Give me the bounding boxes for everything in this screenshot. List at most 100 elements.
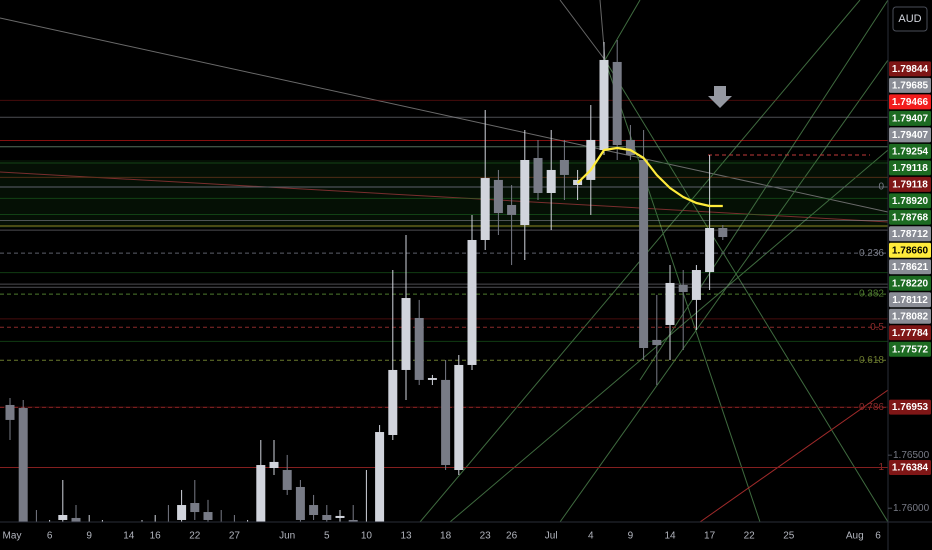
trend-line — [699, 389, 888, 522]
price-tag — [889, 94, 931, 110]
candle-body — [665, 282, 675, 325]
fan-line — [604, 59, 888, 522]
fan-line — [559, 0, 606, 61]
price-tag — [889, 176, 931, 192]
price-tag-label: 1.79844 — [892, 64, 929, 75]
x-tick-label: 5 — [324, 531, 330, 542]
signal-arrow — [708, 86, 732, 108]
x-tick-label: 18 — [440, 531, 452, 542]
candle-body — [269, 461, 279, 468]
candle-body — [190, 503, 200, 513]
fib-label: 0.236 — [859, 248, 884, 259]
x-tick-label: 13 — [400, 531, 412, 542]
candle-body — [639, 159, 649, 348]
price-tag-label: 1.79254 — [892, 146, 929, 157]
price-tag — [889, 110, 931, 126]
candle-body — [678, 284, 688, 292]
fan-line — [639, 0, 888, 381]
fib-label: 0.618 — [859, 355, 884, 366]
price-tag-label: 1.78660 — [892, 245, 929, 256]
candles — [5, 39, 728, 522]
x-tick-label: 26 — [506, 531, 518, 542]
price-tag — [889, 259, 931, 275]
fan-line — [604, 0, 641, 61]
price-tag-label: 1.78920 — [892, 196, 929, 207]
x-tick-label: 6 — [47, 531, 53, 542]
price-tag-label: 1.79466 — [892, 97, 929, 108]
candle-body — [546, 169, 556, 193]
price-tag-label: 1.79685 — [892, 81, 929, 92]
x-tick-label: 14 — [664, 531, 676, 542]
candle-body — [441, 379, 451, 466]
currency-button[interactable] — [892, 6, 928, 32]
x-tick-label: 9 — [86, 531, 92, 542]
fib-label: 0 — [878, 182, 884, 193]
price-tag — [889, 459, 931, 475]
candle-body — [335, 515, 345, 518]
x-tick-label: 16 — [150, 531, 162, 542]
price-tag — [889, 275, 931, 291]
x-tick-label: 23 — [480, 531, 492, 542]
y-tick-label: 1.76500 — [893, 450, 930, 461]
price-tag — [889, 77, 931, 93]
candle-body — [718, 228, 728, 238]
price-tag-label: 1.79407 — [892, 130, 929, 141]
candle-body — [203, 512, 213, 520]
price-tag-label: 1.79407 — [892, 114, 929, 125]
price-tag-label: 1.77572 — [892, 344, 929, 355]
x-tick-label: Jul — [545, 531, 558, 542]
candle-body — [58, 514, 68, 520]
price-tag-label: 1.78082 — [892, 311, 929, 322]
candle-body — [507, 204, 517, 215]
price-tag — [889, 341, 931, 357]
price-tag — [889, 61, 931, 77]
candle-body — [480, 178, 490, 240]
candle-body — [295, 486, 305, 520]
candle-body — [467, 239, 477, 365]
price-tag — [889, 209, 931, 225]
price-tag-label: 1.76953 — [892, 402, 929, 413]
x-tick-label: 25 — [783, 531, 795, 542]
candle-body — [533, 157, 543, 193]
price-tag-label: 1.78112 — [892, 295, 928, 306]
trend-line — [0, 17, 888, 213]
candle-body — [705, 228, 715, 273]
currency-label[interactable]: AUD — [898, 13, 921, 25]
x-tick-label: 4 — [588, 531, 594, 542]
candle-body — [322, 514, 332, 520]
candle-body — [71, 517, 81, 522]
x-tick-label: 6 — [875, 531, 881, 542]
price-tag — [889, 325, 931, 341]
x-tick-label: 14 — [123, 531, 135, 542]
x-tick-label: 27 — [229, 531, 241, 542]
candle-body — [388, 369, 398, 435]
candle-body — [5, 404, 15, 420]
x-tick-label: 17 — [704, 531, 716, 542]
candle-body — [493, 179, 503, 214]
y-tick-label: 1.76000 — [893, 503, 930, 514]
candle-body — [177, 505, 187, 520]
price-tag — [889, 242, 931, 258]
price-tag-label: 1.79118 — [892, 163, 928, 174]
price-tag — [889, 127, 931, 143]
price-tag — [889, 143, 931, 159]
axes: 1.76500 1.76000 May 6 9 14 16 22 27 Jun 5 10 13 18 23 2… — [3, 61, 931, 542]
candle-body — [559, 159, 569, 175]
candle-body — [401, 298, 411, 370]
price-tag — [889, 226, 931, 242]
candle-body — [256, 465, 266, 522]
price-tag-label: 1.78621 — [892, 262, 929, 273]
price-tag-label: 1.78712 — [892, 229, 929, 240]
x-tick-label: 9 — [628, 531, 634, 542]
fib-label: 0.382 — [859, 289, 884, 300]
x-tick-label: Jun — [279, 531, 295, 542]
x-tick-label: May — [3, 531, 22, 542]
candle-body — [599, 59, 609, 151]
trend-line — [0, 171, 888, 223]
price-tag — [889, 308, 931, 324]
candle-body — [454, 364, 464, 471]
candle-body — [612, 61, 622, 146]
candle-body — [652, 339, 662, 346]
